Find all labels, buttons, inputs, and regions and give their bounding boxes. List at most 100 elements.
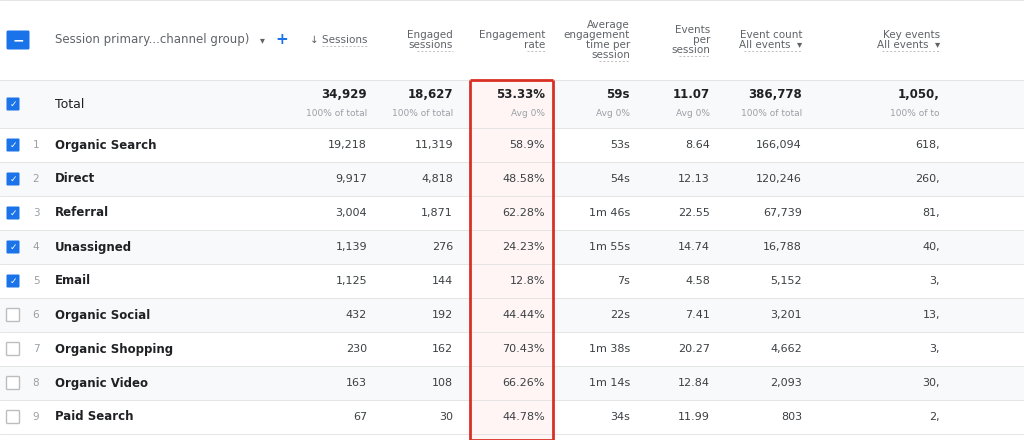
Text: 24.23%: 24.23% <box>503 242 545 252</box>
Text: Total: Total <box>55 98 84 110</box>
Text: Avg 0%: Avg 0% <box>511 109 545 117</box>
Bar <box>0 230 1024 264</box>
Bar <box>470 80 553 440</box>
Text: 81,: 81, <box>923 208 940 218</box>
Text: time per: time per <box>586 40 630 50</box>
Text: 3,: 3, <box>930 344 940 354</box>
Text: 1m 46s: 1m 46s <box>589 208 630 218</box>
Text: 1,139: 1,139 <box>336 242 367 252</box>
FancyBboxPatch shape <box>6 241 19 253</box>
Text: 166,094: 166,094 <box>757 140 802 150</box>
Text: 100% of total: 100% of total <box>306 109 367 117</box>
Text: sessions: sessions <box>409 40 453 50</box>
Bar <box>0 162 1024 196</box>
Text: Engaged: Engaged <box>408 30 453 40</box>
Bar <box>0 298 1024 332</box>
Text: 59s: 59s <box>606 88 630 102</box>
Text: 8.64: 8.64 <box>685 140 710 150</box>
FancyBboxPatch shape <box>6 206 19 220</box>
Text: 100% of total: 100% of total <box>740 109 802 117</box>
FancyBboxPatch shape <box>6 308 19 322</box>
Text: 120,246: 120,246 <box>756 174 802 184</box>
Text: Referral: Referral <box>55 206 110 220</box>
Text: −: − <box>12 33 24 47</box>
Text: Organic Social: Organic Social <box>55 308 151 322</box>
Text: 1m 14s: 1m 14s <box>589 378 630 388</box>
Text: 14.74: 14.74 <box>678 242 710 252</box>
Text: 6: 6 <box>33 310 39 320</box>
Text: 7: 7 <box>33 344 39 354</box>
Bar <box>0 366 1024 400</box>
Text: 3: 3 <box>33 208 39 218</box>
Text: 3,201: 3,201 <box>770 310 802 320</box>
Text: 108: 108 <box>432 378 453 388</box>
Text: 2: 2 <box>33 174 39 184</box>
Text: ✓: ✓ <box>9 99 16 109</box>
Text: +: + <box>275 33 288 48</box>
Text: Organic Video: Organic Video <box>55 377 148 389</box>
Text: per: per <box>692 35 710 45</box>
Text: 5: 5 <box>33 276 39 286</box>
Text: 192: 192 <box>432 310 453 320</box>
Text: 9,917: 9,917 <box>335 174 367 184</box>
Text: 4.58: 4.58 <box>685 276 710 286</box>
FancyBboxPatch shape <box>6 342 19 356</box>
Text: 4,662: 4,662 <box>770 344 802 354</box>
Text: Events: Events <box>675 25 710 35</box>
Text: Email: Email <box>55 275 91 287</box>
Text: 1,050,: 1,050, <box>898 88 940 102</box>
Text: 4,818: 4,818 <box>421 174 453 184</box>
Text: Engagement: Engagement <box>478 30 545 40</box>
Text: session: session <box>591 50 630 60</box>
Bar <box>0 0 1024 80</box>
Bar <box>0 400 1024 434</box>
Text: 54s: 54s <box>610 174 630 184</box>
FancyBboxPatch shape <box>6 411 19 423</box>
Text: 12.84: 12.84 <box>678 378 710 388</box>
Text: 53s: 53s <box>610 140 630 150</box>
Text: 8: 8 <box>33 378 39 388</box>
Text: 11.99: 11.99 <box>678 412 710 422</box>
FancyBboxPatch shape <box>6 172 19 186</box>
Text: 1,125: 1,125 <box>336 276 367 286</box>
Text: Direct: Direct <box>55 172 95 186</box>
Text: 230: 230 <box>346 344 367 354</box>
Text: Unassigned: Unassigned <box>55 241 132 253</box>
Text: 432: 432 <box>346 310 367 320</box>
Text: 22s: 22s <box>610 310 630 320</box>
Text: Session primary...channel group): Session primary...channel group) <box>55 33 250 47</box>
Text: ✓: ✓ <box>9 175 16 183</box>
Text: 3,004: 3,004 <box>336 208 367 218</box>
Text: engagement: engagement <box>564 30 630 40</box>
FancyBboxPatch shape <box>6 377 19 389</box>
Text: 3,: 3, <box>930 276 940 286</box>
Text: 70.43%: 70.43% <box>503 344 545 354</box>
Text: 803: 803 <box>781 412 802 422</box>
Text: 11,319: 11,319 <box>415 140 453 150</box>
FancyBboxPatch shape <box>6 30 30 49</box>
FancyBboxPatch shape <box>6 98 19 110</box>
Text: 4: 4 <box>33 242 39 252</box>
Bar <box>0 80 1024 128</box>
Text: 30: 30 <box>439 412 453 422</box>
Text: 16,788: 16,788 <box>763 242 802 252</box>
Text: 276: 276 <box>432 242 453 252</box>
Text: Event count: Event count <box>739 30 802 40</box>
Text: 53.33%: 53.33% <box>496 88 545 102</box>
Text: ✓: ✓ <box>9 242 16 252</box>
Text: 44.78%: 44.78% <box>502 412 545 422</box>
Text: Paid Search: Paid Search <box>55 411 133 423</box>
Text: Organic Search: Organic Search <box>55 139 157 151</box>
Text: 2,: 2, <box>930 412 940 422</box>
Text: ✓: ✓ <box>9 209 16 217</box>
Text: 2,093: 2,093 <box>770 378 802 388</box>
Text: 66.26%: 66.26% <box>503 378 545 388</box>
Text: 34s: 34s <box>610 412 630 422</box>
Text: 11.07: 11.07 <box>673 88 710 102</box>
Text: 19,218: 19,218 <box>328 140 367 150</box>
Text: 18,627: 18,627 <box>408 88 453 102</box>
Text: 34,929: 34,929 <box>322 88 367 102</box>
Text: Average: Average <box>587 20 630 30</box>
Text: 7s: 7s <box>617 276 630 286</box>
Text: All events  ▾: All events ▾ <box>877 40 940 50</box>
